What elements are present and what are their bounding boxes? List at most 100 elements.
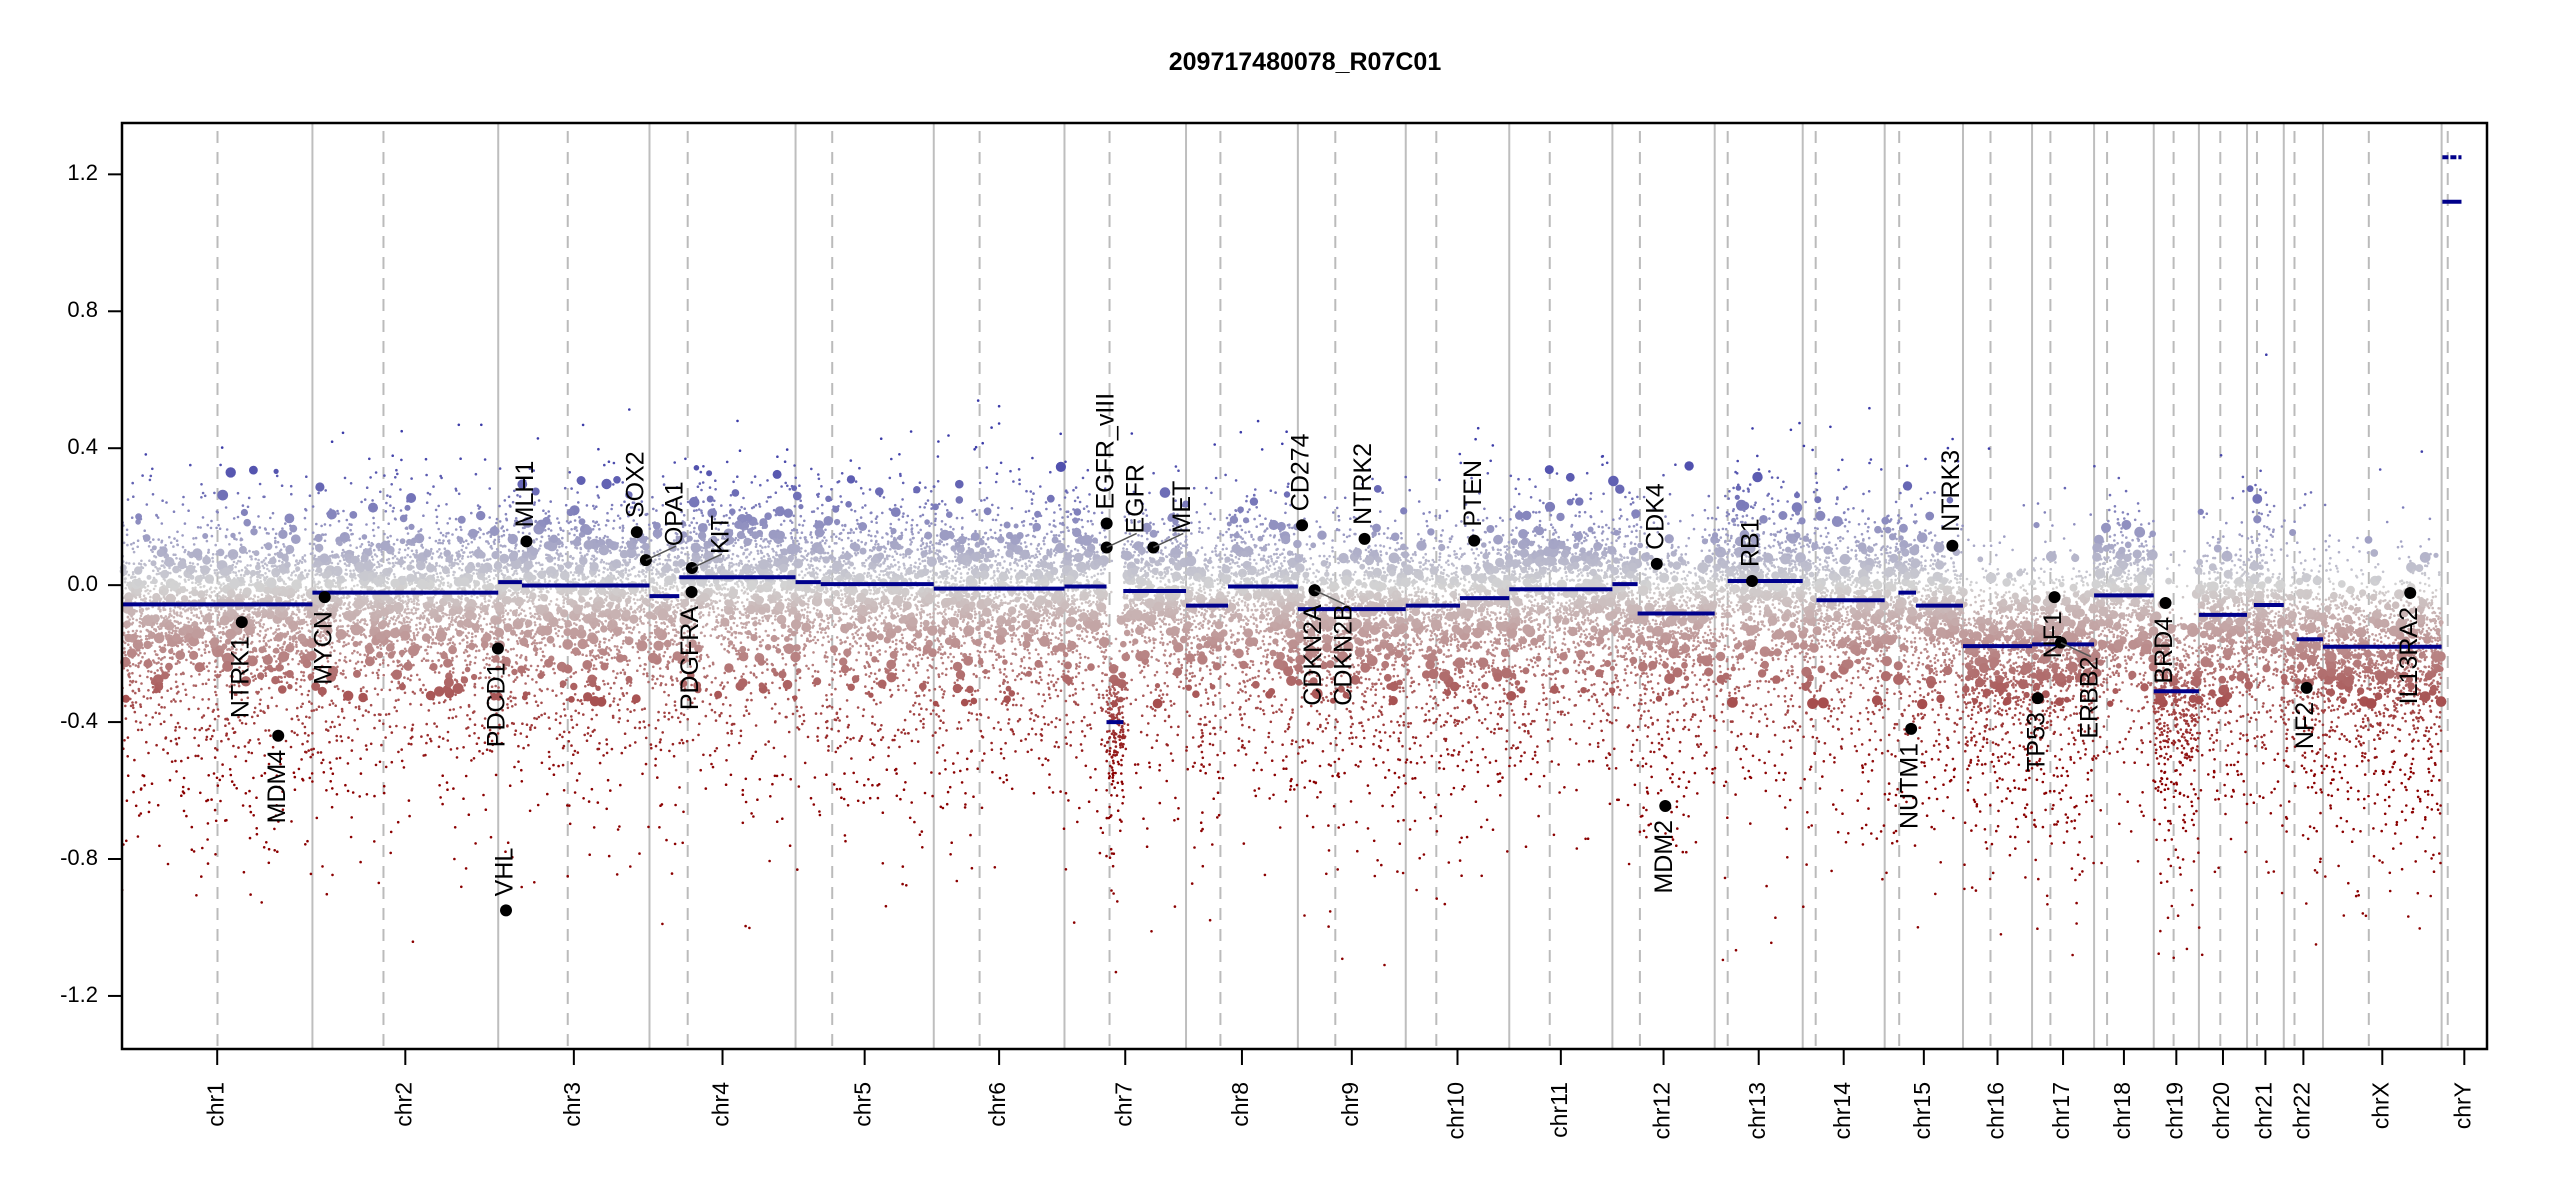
probe-point: [464, 605, 467, 608]
probe-point: [256, 579, 259, 582]
probe-point: [378, 882, 381, 885]
probe-point: [496, 518, 499, 521]
probe-point: [166, 599, 169, 602]
probe-point: [159, 587, 162, 590]
probe-point: [610, 687, 613, 690]
probe-point: [558, 630, 561, 633]
probe-point: [318, 687, 327, 696]
probe-point: [382, 662, 385, 665]
probe-point: [193, 655, 196, 658]
probe-point: [286, 552, 289, 555]
probe-point: [193, 566, 196, 569]
probe-point: [304, 517, 307, 520]
probe-point: [295, 600, 298, 603]
probe-point: [152, 570, 155, 573]
probe-point: [341, 554, 344, 557]
probe-point: [282, 623, 285, 626]
probe-point: [164, 648, 167, 651]
probe-point: [455, 528, 458, 531]
probe-point: [282, 635, 285, 638]
probe-point: [529, 612, 532, 615]
probe-point: [283, 617, 286, 620]
probe-point: [343, 596, 346, 599]
probe-point: [235, 574, 238, 577]
probe-point: [140, 560, 143, 563]
probe-point: [287, 569, 290, 572]
probe-point: [301, 627, 304, 630]
probe-point: [254, 608, 257, 611]
probe-point: [427, 645, 430, 648]
probe-point: [250, 570, 256, 576]
probe-point: [250, 597, 253, 600]
probe-point: [466, 641, 469, 644]
probe-point: [333, 726, 336, 729]
probe-point: [448, 617, 451, 620]
probe-point: [422, 563, 425, 566]
probe-point: [211, 735, 214, 738]
probe-point: [441, 542, 444, 545]
probe-point: [161, 696, 164, 699]
probe-point: [275, 664, 282, 671]
probe-point: [174, 729, 177, 732]
probe-point: [197, 590, 205, 598]
probe-point: [409, 562, 412, 565]
probe-point: [451, 645, 454, 648]
probe-point: [266, 532, 269, 535]
probe-point: [406, 612, 409, 615]
probe-point: [479, 506, 482, 509]
probe-point: [197, 563, 200, 566]
probe-point: [265, 841, 268, 844]
probe-point: [155, 744, 158, 747]
probe-point: [343, 717, 346, 720]
probe-point: [214, 718, 217, 721]
probe-point: [461, 555, 464, 558]
probe-point: [398, 548, 401, 551]
probe-point: [211, 591, 214, 594]
probe-point: [372, 517, 375, 520]
probe-point: [633, 598, 636, 601]
probe-point: [474, 723, 477, 726]
probe-point: [130, 543, 133, 546]
probe-point: [358, 575, 361, 578]
probe-point: [146, 638, 149, 641]
probe-point: [162, 748, 165, 751]
probe-point: [392, 643, 395, 646]
probe-point: [434, 671, 437, 674]
probe-point: [275, 633, 283, 641]
probe-point: [266, 564, 269, 567]
probe-point: [309, 494, 312, 497]
probe-point: [219, 800, 222, 803]
probe-point: [243, 587, 252, 596]
probe-point: [390, 579, 399, 588]
probe-point: [210, 798, 213, 801]
probe-point: [246, 633, 249, 636]
probe-point: [166, 752, 169, 755]
probe-point: [241, 569, 244, 572]
probe-point: [215, 666, 218, 669]
probe-point: [342, 645, 345, 648]
probe-point: [161, 522, 164, 525]
probe-point: [284, 583, 287, 586]
probe-point: [424, 623, 427, 626]
probe-point: [344, 676, 347, 679]
probe-point: [454, 621, 457, 624]
probe-point: [157, 608, 160, 611]
probe-point: [297, 663, 300, 666]
probe-point: [132, 573, 135, 576]
probe-point: [215, 610, 218, 613]
probe-point: [224, 610, 227, 613]
probe-point: [562, 605, 565, 608]
probe-point: [647, 826, 650, 829]
probe-point: [207, 670, 210, 673]
probe-point: [420, 735, 423, 738]
probe-point: [149, 599, 152, 602]
probe-point: [132, 548, 135, 551]
probe-point: [253, 526, 256, 529]
probe-point: [431, 642, 434, 645]
probe-point: [175, 620, 178, 623]
probe-point: [427, 597, 434, 604]
probe-point: [140, 682, 143, 685]
probe-point: [158, 657, 161, 660]
probe-point: [184, 578, 187, 581]
probe-point: [478, 677, 481, 680]
